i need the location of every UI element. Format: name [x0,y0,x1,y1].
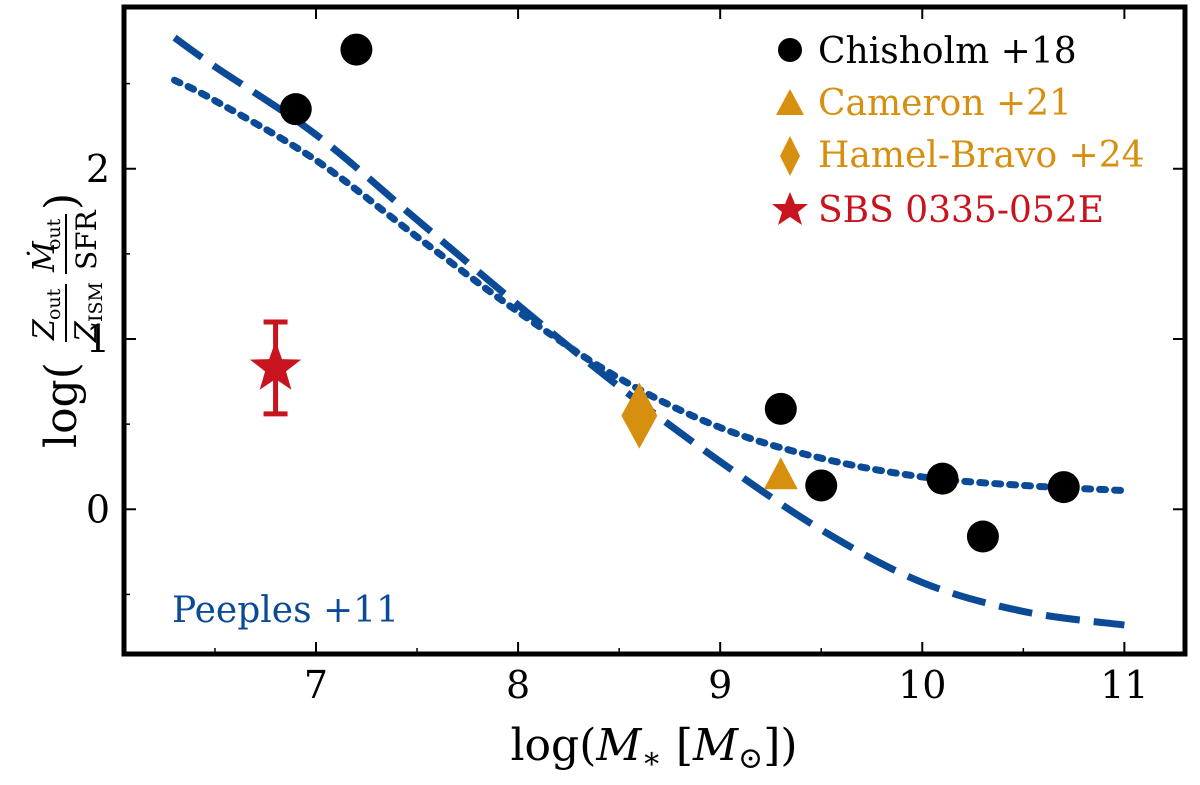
chisholm-point [1047,471,1080,504]
y-axis-label: log( Z out Z ISM Ṁ out SFR ) [26,193,107,448]
svg-text:Z: Z [69,320,104,343]
legend-marker-cameron [776,89,804,115]
sbs-point [249,341,302,390]
x-tick-label: 11 [1100,663,1148,707]
svg-text:): ) [36,193,87,210]
peeples-annotation: Peeples +11 [172,590,399,631]
y-tick-label: 2 [86,147,110,191]
chisholm-point [340,33,373,66]
legend: Chisholm +18 Cameron +21 Hamel-Bravo +24… [772,31,1145,231]
x-tick-label: 7 [304,663,328,707]
y-tick-label: 0 [86,487,110,531]
chisholm-point [966,520,999,553]
legend-label-hamel-bravo: Hamel-Bravo +24 [818,135,1145,176]
svg-text:out: out [43,218,65,250]
chisholm-point [764,392,797,425]
axis-ticks: 7 8 9 10 11 0 1 2 [86,7,1185,707]
svg-text:SFR: SFR [70,209,103,270]
svg-text:Z: Z [27,318,62,341]
chisholm-point [926,462,959,495]
cameron-point [763,457,798,490]
legend-marker-hamel-bravo [780,136,800,176]
legend-marker-chisholm [778,38,802,62]
legend-label-cameron: Cameron +21 [818,83,1072,124]
svg-text:Ṁ: Ṁ [26,240,62,273]
x-axis-label: log(M∗ [M⊙]) [510,720,797,776]
hamel-bravo-point [621,382,658,449]
y-tick-label: 1 [86,317,110,361]
svg-text:log(: log( [36,362,87,448]
x-tick-label: 10 [898,663,946,707]
data-points [249,33,1080,553]
x-tick-label: 8 [506,663,530,707]
peeples-dashed-line [172,34,1125,629]
x-tick-label: 9 [708,663,732,707]
svg-text:out: out [43,288,65,320]
plot-frame [121,4,1188,657]
legend-marker-sbs [772,192,808,225]
svg-text:ISM: ISM [85,282,107,322]
chisholm-point [279,93,312,126]
chisholm-point [805,469,838,502]
legend-label-chisholm: Chisholm +18 [818,31,1077,72]
legend-label-sbs: SBS 0335-052E [818,190,1104,231]
